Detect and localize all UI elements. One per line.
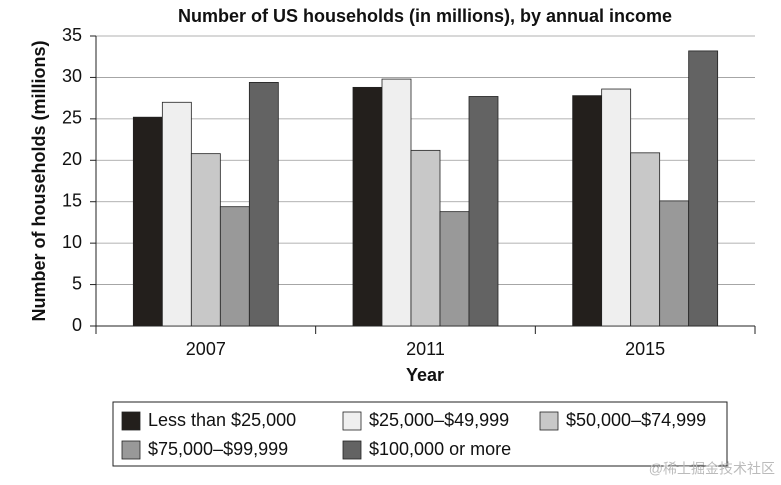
y-tick-label: 25 — [62, 108, 82, 128]
x-tick-label: 2007 — [186, 339, 226, 359]
legend-label: $25,000–$49,999 — [369, 410, 509, 430]
y-tick-label: 0 — [72, 315, 82, 335]
legend-label: Less than $25,000 — [148, 410, 296, 430]
y-tick-label: 20 — [62, 149, 82, 169]
bar — [688, 50, 719, 327]
y-tick-label: 30 — [62, 66, 82, 86]
bar — [381, 78, 412, 327]
y-axis-label: Number of households (millions) — [29, 40, 49, 321]
x-tick-label: 2011 — [406, 339, 445, 359]
x-axis-label: Year — [406, 365, 444, 385]
bar — [572, 95, 603, 327]
legend-swatch — [539, 411, 559, 431]
y-tick-label: 10 — [62, 232, 82, 252]
chart-title: Number of US households (in millions), b… — [178, 6, 672, 26]
y-tick-label: 5 — [72, 273, 82, 293]
legend-box — [112, 401, 728, 467]
y-tick-label: 15 — [62, 190, 82, 210]
legend-label: $50,000–$74,999 — [566, 410, 706, 430]
bar — [190, 153, 221, 327]
watermark: @稀土掘金技术社区 — [649, 461, 775, 477]
bar — [439, 211, 470, 327]
bar — [659, 200, 690, 327]
legend-swatch — [121, 411, 141, 431]
legend-swatch — [342, 411, 362, 431]
y-tick-label: 35 — [62, 25, 82, 45]
bar — [161, 101, 192, 327]
x-tick-label: 2015 — [625, 339, 665, 359]
bar — [468, 96, 499, 327]
bar — [630, 152, 661, 327]
bar — [219, 206, 250, 327]
legend-swatch — [342, 440, 362, 460]
legend-swatch — [121, 440, 141, 460]
legend-label: $100,000 or more — [369, 439, 511, 459]
bar — [352, 86, 383, 327]
bar — [601, 88, 632, 327]
legend-label: $75,000–$99,999 — [148, 439, 288, 459]
bar — [410, 149, 441, 327]
bar — [132, 116, 163, 327]
bar — [248, 82, 279, 327]
